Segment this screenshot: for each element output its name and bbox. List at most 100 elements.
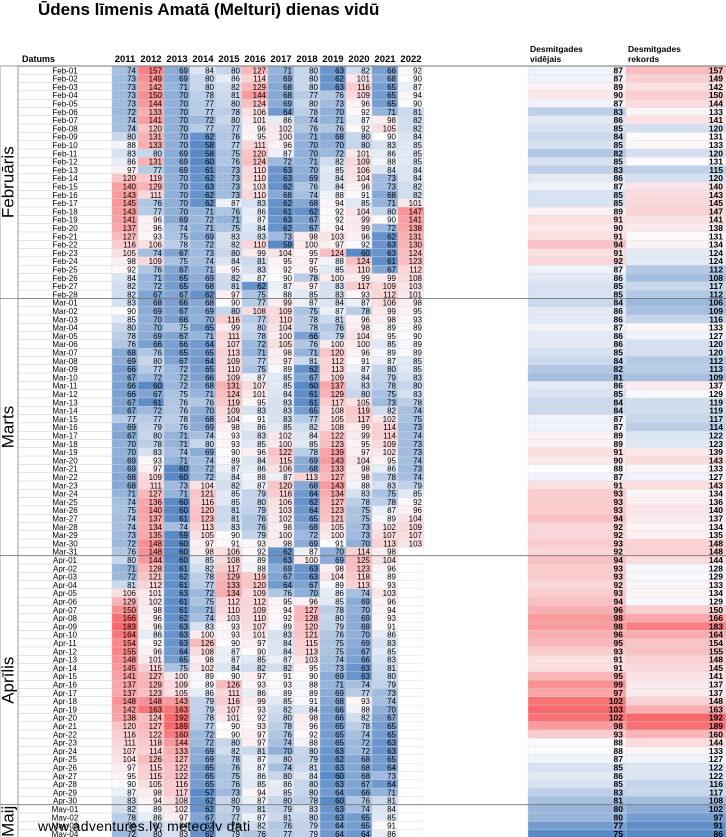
level-value: 117: [227, 564, 240, 573]
level-value: 80: [153, 830, 162, 837]
level-value: 134: [331, 490, 345, 499]
level-value: 108: [331, 423, 345, 432]
level-value: 76: [179, 423, 188, 432]
level-value: 61: [309, 398, 318, 407]
record-value: 109: [709, 306, 723, 316]
record-value: 129: [709, 597, 723, 607]
record-value: 113: [709, 364, 723, 374]
average-cell: [527, 65, 627, 75]
gap-cell: [424, 414, 528, 423]
date-label: Apr-11: [53, 639, 77, 648]
level-value: 65: [205, 349, 214, 358]
level-value: 108: [331, 407, 345, 416]
level-value: 81: [387, 664, 396, 673]
level-value: 77: [205, 722, 214, 731]
header-year: 2015: [218, 54, 240, 65]
level-value: 82: [283, 705, 292, 714]
level-value: 70: [205, 407, 214, 416]
level-value: 89: [309, 689, 318, 698]
date-label: Apr-22: [53, 730, 78, 739]
level-value: 62: [205, 822, 214, 831]
level-value: 106: [227, 548, 241, 557]
level-value: 71: [335, 116, 344, 125]
level-value: 129: [149, 681, 163, 690]
level-value: 65: [309, 515, 318, 524]
header-year: 2013: [166, 54, 187, 65]
level-value: 122: [175, 764, 189, 773]
level-value: 73: [387, 398, 396, 407]
level-value: 73: [127, 83, 136, 92]
level-value: 99: [257, 697, 266, 706]
level-value: 163: [175, 705, 189, 714]
level-value: 96: [309, 598, 318, 607]
level-value: 78: [257, 332, 266, 341]
level-value: 70: [179, 100, 188, 109]
level-value: 82: [335, 158, 344, 167]
level-value: 69: [205, 307, 214, 316]
level-value: 69: [309, 456, 318, 465]
level-value: 77: [205, 108, 214, 117]
date-label: Mar-23: [52, 481, 78, 490]
average-value: 94: [614, 240, 624, 250]
record-value: 117: [709, 787, 723, 797]
level-value: 91: [283, 672, 292, 681]
level-value: 90: [413, 100, 422, 109]
average-value: 85: [614, 348, 624, 358]
average-cell: [527, 655, 627, 664]
date-label: Feb-24: [52, 257, 78, 266]
level-value: 109: [227, 407, 241, 416]
level-value: 67: [309, 373, 318, 382]
level-value: 98: [361, 465, 370, 474]
level-cell: [397, 680, 425, 689]
average-value: 92: [614, 530, 624, 540]
record-value: 129: [709, 389, 723, 399]
level-value: 89: [413, 349, 422, 358]
level-value: 60: [335, 772, 344, 781]
level-value: 95: [283, 598, 292, 607]
record-value: 160: [709, 729, 723, 739]
level-value: 58: [205, 141, 214, 150]
level-value: 87: [283, 656, 292, 665]
gap-cell: [424, 638, 528, 647]
level-value: 85: [231, 498, 240, 507]
level-value: 103: [409, 282, 423, 291]
level-value: 85: [413, 158, 422, 167]
level-value: 93: [153, 232, 162, 241]
average-value: 81: [614, 372, 624, 382]
level-value: 79: [205, 705, 214, 714]
level-value: 68: [205, 382, 214, 391]
gap-cell: [424, 738, 528, 747]
level-value: 100: [305, 556, 319, 565]
level-value: 67: [361, 780, 370, 789]
level-value: 138: [409, 224, 423, 233]
level-value: 70: [127, 448, 136, 457]
level-value: 73: [413, 440, 422, 449]
average-value: 88: [614, 464, 624, 474]
level-value: 78: [361, 722, 370, 731]
level-value: 80: [231, 307, 240, 316]
level-value: 79: [257, 531, 266, 540]
date-label: Apr-26: [53, 764, 78, 773]
level-value: 72: [205, 465, 214, 474]
date-label: Mar-06: [52, 340, 78, 349]
level-value: 73: [387, 689, 396, 698]
record-value: 91: [714, 821, 724, 831]
level-value: 131: [409, 232, 423, 241]
level-value: 74: [179, 448, 188, 457]
level-value: 133: [227, 581, 241, 590]
record-value: 192: [709, 713, 723, 723]
gap-cell: [424, 481, 528, 490]
month-label: Aprīlis: [0, 657, 17, 704]
level-value: 95: [413, 307, 422, 316]
level-value: 125: [357, 556, 371, 565]
level-value: 104: [357, 456, 371, 465]
average-value: 87: [614, 182, 624, 192]
level-value: 74: [387, 697, 396, 706]
average-cell: [527, 472, 627, 482]
level-value: 93: [361, 290, 370, 299]
level-value: 69: [335, 672, 344, 681]
level-value: 79: [309, 830, 318, 837]
level-value: 100: [175, 672, 189, 681]
level-value: 110: [253, 241, 266, 250]
level-value: 60: [361, 249, 370, 258]
